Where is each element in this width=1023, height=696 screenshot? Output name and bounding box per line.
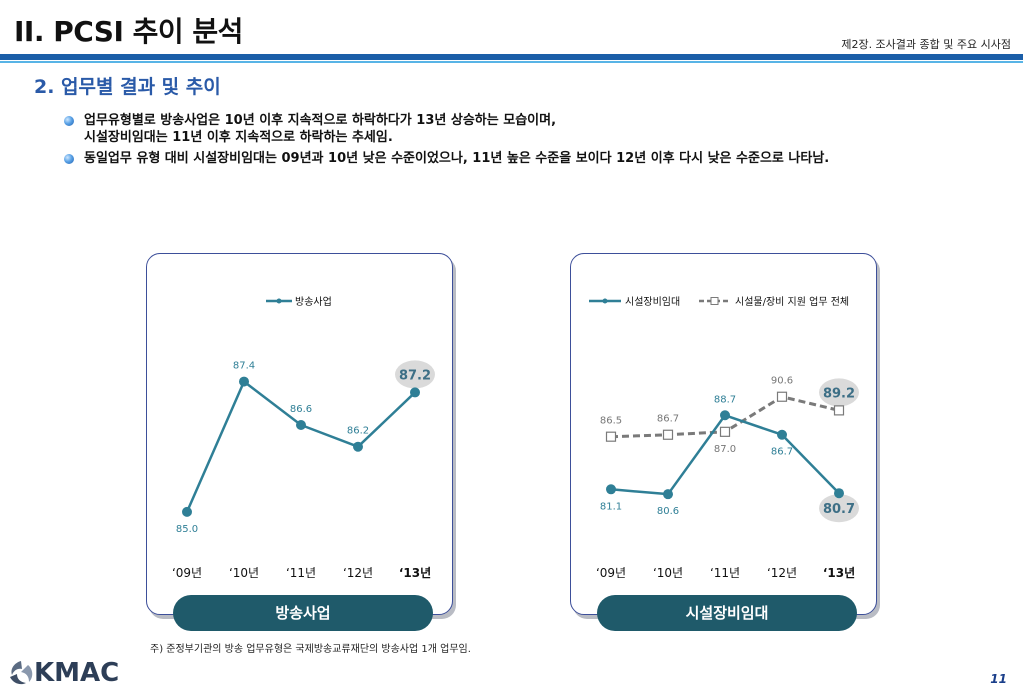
- bullet-item: 업무유형별로 방송사업은 10년 이후 지속적으로 하락하다가 13년 상승하는…: [62, 112, 992, 146]
- bullet-icon: [64, 116, 74, 126]
- data-point: [296, 420, 306, 430]
- data-label: 88.7: [714, 394, 736, 405]
- data-label: 81.1: [600, 501, 622, 512]
- highlight-blob: [819, 378, 859, 407]
- page-number: 11: [990, 672, 1007, 686]
- data-label: 85.0: [176, 524, 198, 535]
- data-point: [239, 376, 249, 387]
- header-rule-accent: [0, 61, 1023, 63]
- data-label: 86.2: [347, 426, 369, 437]
- x-tick-label: ‘10년: [653, 566, 683, 580]
- chart-label-facility: 시설장비임대: [597, 595, 857, 631]
- chapter-label: 제2장. 조사결과 종합 및 주요 시사점: [841, 38, 1011, 51]
- data-label: 87.4: [233, 361, 255, 372]
- data-point: [662, 429, 674, 440]
- page-title: II. PCSI 추이 분석: [14, 15, 243, 48]
- x-tick-label: ‘12년: [767, 566, 797, 580]
- data-point: [833, 405, 845, 416]
- line-chart-facility: 시설장비임대 시설물/장비 지원 업무 전체 86.5 86.7 87.0 90.6 89.…: [589, 295, 859, 580]
- data-point: [777, 429, 787, 440]
- data-label: 80.7: [823, 502, 855, 517]
- kmac-logo: KMAC: [8, 658, 119, 688]
- x-tick-label: ‘12년: [343, 566, 373, 580]
- data-point: [720, 410, 730, 421]
- data-point: [776, 391, 788, 402]
- bullet-text-line1: 동일업무 유형 대비 시설장비임대는 09년과 10년 낮은 수준이었으나, 1…: [84, 151, 830, 166]
- data-label: 86.5: [600, 416, 622, 427]
- data-label: 89.2: [823, 386, 855, 401]
- data-label: 87.0: [714, 444, 736, 455]
- highlight-blob: [819, 494, 859, 523]
- highlight-blob: [395, 360, 435, 389]
- logo-swirl-icon: [10, 661, 33, 685]
- chart-card-facility: 시설장비임대 시설물/장비 지원 업무 전체 86.5 86.7 87.0 90.6 89.…: [570, 253, 877, 615]
- bullet-list: 업무유형별로 방송사업은 10년 이후 지속적으로 하락하다가 13년 상승하는…: [62, 112, 992, 171]
- data-point: [834, 488, 844, 499]
- x-tick-label: ‘09년: [172, 566, 202, 580]
- data-point: [663, 489, 673, 500]
- header-rule: [0, 54, 1023, 60]
- legend-marker: [710, 297, 719, 305]
- x-tick-label: ‘13년: [823, 566, 855, 580]
- chart-label-broadcast: 방송사업: [173, 595, 433, 631]
- data-point: [353, 441, 363, 452]
- data-label: 87.2: [399, 368, 431, 383]
- data-label: 86.7: [771, 447, 793, 458]
- series-line: [185, 380, 416, 513]
- legend-label: 방송사업: [295, 295, 332, 308]
- chart-card-broadcast: 방송사업 85.0 87.4 86.6 86.2 87.2 ‘09년 ‘10년 ‘11년 ‘12년…: [146, 253, 453, 615]
- data-point: [719, 426, 731, 437]
- section-title: 2. 업무별 결과 및 추이: [34, 76, 221, 98]
- data-label: 90.6: [771, 376, 793, 387]
- x-tick-label: ‘11년: [286, 566, 316, 580]
- bullet-item: 동일업무 유형 대비 시설장비임대는 09년과 10년 낮은 수준이었으나, 1…: [62, 150, 992, 167]
- data-point: [605, 431, 617, 442]
- bullet-text-line1: 업무유형별로 방송사업은 10년 이후 지속적으로 하락하다가 13년 상승하는…: [84, 113, 557, 128]
- data-label: 86.6: [290, 404, 312, 415]
- x-tick-label: ‘13년: [399, 566, 431, 580]
- legend-label: 시설장비임대: [625, 295, 680, 308]
- legend-marker: [602, 298, 608, 304]
- bullet-text-line2: 시설장비임대는 11년 이후 지속적으로 하락하는 추세임.: [84, 130, 393, 145]
- bullet-icon: [64, 154, 74, 164]
- data-point: [182, 506, 192, 517]
- logo-text: KMAC: [34, 658, 120, 688]
- data-point: [410, 387, 420, 398]
- legend-marker: [276, 298, 282, 304]
- footnote: 주) 준정부기관의 방송 업무유형은 국제방송교류재단의 방송사업 1개 업무임…: [150, 644, 471, 655]
- x-tick-label: ‘11년: [710, 566, 740, 580]
- line-chart-broadcast: 방송사업 85.0 87.4 86.6 86.2 87.2 ‘09년 ‘10년 ‘11년 ‘12년…: [172, 295, 435, 580]
- data-label: 86.7: [657, 414, 679, 425]
- x-tick-label: ‘10년: [229, 566, 259, 580]
- data-label: 80.6: [657, 506, 679, 517]
- x-tick-label: ‘09년: [596, 566, 626, 580]
- data-point: [606, 484, 616, 495]
- legend-label: 시설물/장비 지원 업무 전체: [735, 295, 849, 308]
